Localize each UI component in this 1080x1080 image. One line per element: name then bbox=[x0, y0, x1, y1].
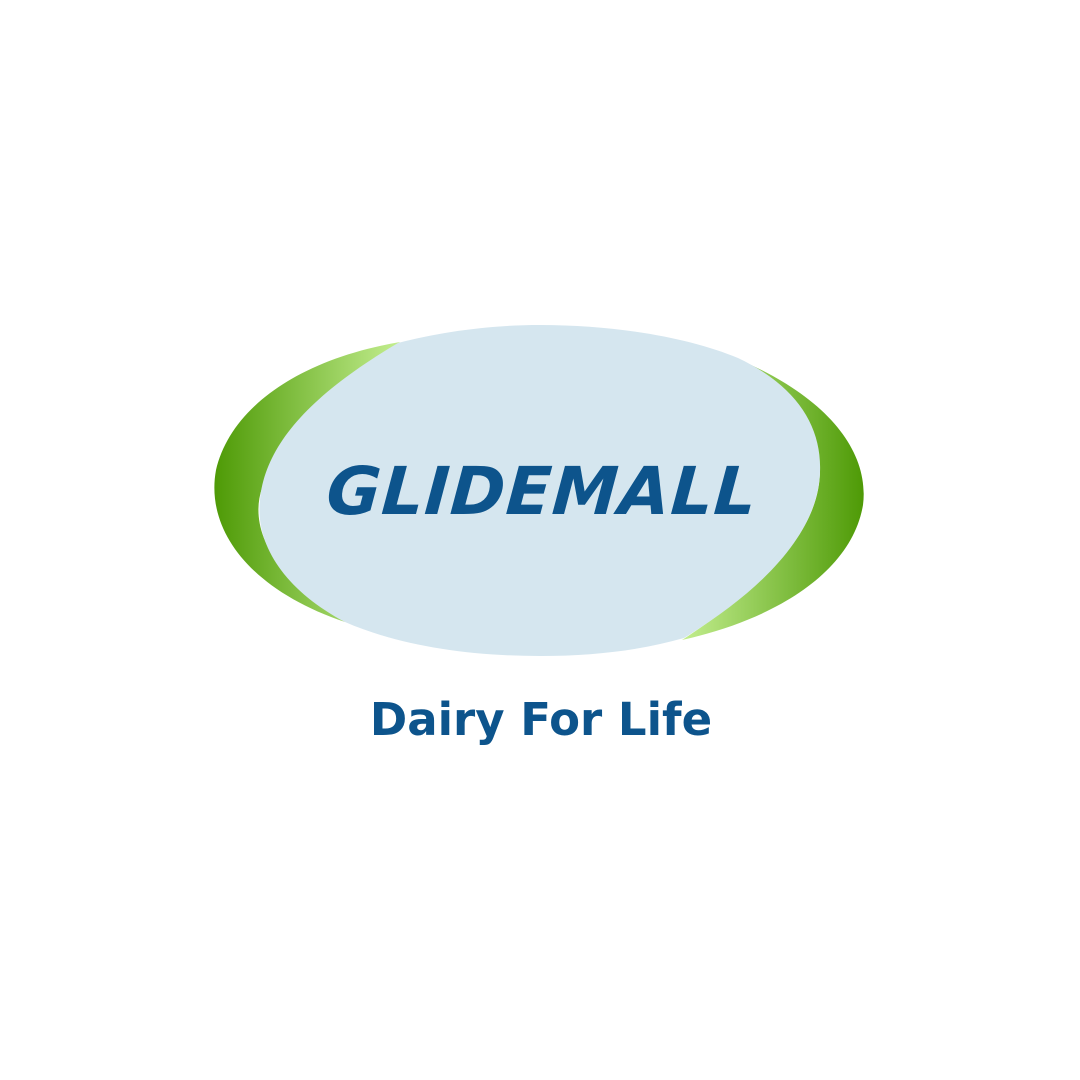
tagline: Dairy For Life bbox=[369, 693, 713, 746]
left-swoosh bbox=[214, 342, 400, 622]
brand-name: GLIDEMALL bbox=[324, 453, 760, 530]
center-oval bbox=[259, 325, 821, 656]
right-swoosh bbox=[682, 358, 864, 640]
